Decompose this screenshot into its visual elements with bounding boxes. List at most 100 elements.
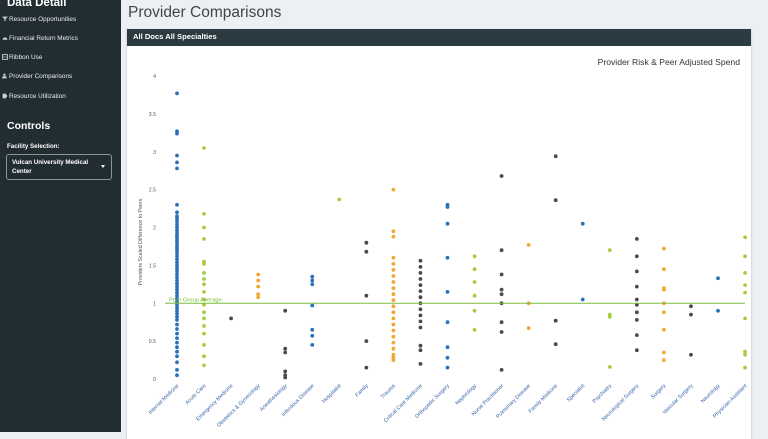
caret-down-icon [101,165,105,168]
data-point [662,287,666,292]
data-point [175,290,179,295]
data-point [499,320,504,325]
data-point [743,349,747,354]
sidebar-item-label: Resource Opportunities [9,15,77,23]
facility-label: Facility Selection: [7,143,60,150]
data-point [743,235,747,240]
data-point [418,313,423,318]
data-point [418,307,423,312]
chart-panel: All Docs All Specialties Provider Risk &… [127,29,751,439]
data-point [202,262,206,266]
data-point [202,297,206,302]
data-point [472,254,477,259]
data-point [634,254,639,259]
data-point [662,246,666,251]
data-point [175,166,179,171]
data-point [743,316,747,321]
y-tick-label: 4 [153,74,156,80]
data-point [634,284,639,289]
data-point [391,334,396,339]
data-point [175,275,179,280]
x-tick-label: Acute Care [184,383,207,406]
data-point [364,249,369,254]
data-point [283,375,288,380]
sidebar-item-resource-utilization[interactable]: Resource Utilization [2,90,66,102]
sidebar-item-label: Financial Return Metrics [9,34,78,42]
data-point [175,312,179,316]
data-point [175,305,179,310]
data-point [175,266,179,271]
data-point [202,302,206,307]
scatter-chart: Provider Risk & Peer Adjusted Spend Prov… [138,57,749,429]
data-point [202,354,206,359]
data-point [499,174,504,178]
data-point [175,91,179,96]
data-point [202,277,206,281]
data-point [175,327,179,331]
data-point [229,316,233,321]
data-point [310,343,315,347]
data-point [445,221,450,226]
data-point [202,237,206,241]
data-point [743,283,747,287]
data-point [418,343,423,348]
data-point [283,369,288,374]
data-point [634,348,639,353]
chart-title: Provider Risk & Peer Adjusted Spend [598,57,741,67]
data-point [283,346,288,351]
x-tick-label: Specialist [566,383,587,404]
data-point [310,278,315,283]
data-point [499,330,504,334]
x-tick-label: Family Medicine [528,383,559,414]
data-point [175,287,179,292]
facility-select-value: Vulcan University Medical Center [12,159,89,175]
facility-select[interactable]: Vulcan University Medical Center [6,154,112,180]
sidebar-item-ribbon-use[interactable]: Ribbon Use [2,51,42,63]
x-tick-label: Anesthesiology [259,383,289,413]
data-point [175,284,179,289]
data-point [418,265,423,269]
data-point [175,272,179,277]
data-point [743,290,747,295]
data-point [175,373,179,378]
users-icon [2,73,7,79]
data-point [499,272,504,277]
dashboard-icon [2,37,8,40]
data-point [418,277,423,281]
data-point [364,240,369,245]
data-point [391,310,396,315]
data-point [553,318,558,323]
data-point [472,327,477,332]
y-tick-label: 3.5 [149,112,156,118]
data-point [202,282,206,287]
data-point [445,290,450,294]
data-point [175,210,179,215]
data-point [310,303,315,308]
sidebar-section-title: Data Detail [7,0,67,9]
data-point [472,293,477,298]
data-point [662,327,666,332]
data-point [391,234,396,239]
data-point [364,365,369,370]
y-tick-label: 0.5 [149,339,156,345]
sidebar-item-provider-comparisons[interactable]: Provider Comparisons [2,70,72,82]
data-point [499,292,504,297]
data-point [716,308,720,313]
data-point [391,304,396,309]
data-point [175,269,179,274]
data-point [499,248,504,253]
data-point [391,292,396,297]
controls-title: Controls [7,120,51,132]
sidebar-item-resource-opportunities[interactable]: Resource Opportunities [2,13,76,25]
data-point [175,153,179,158]
data-point [418,283,423,287]
data-point [607,248,612,253]
data-point [283,350,288,355]
data-point [175,257,179,262]
data-point [634,237,639,241]
data-point [175,308,179,313]
sidebar-item-financial-return-metrics[interactable]: Financial Return Metrics [2,32,78,44]
data-point [175,318,179,322]
tag-icon [2,93,8,99]
